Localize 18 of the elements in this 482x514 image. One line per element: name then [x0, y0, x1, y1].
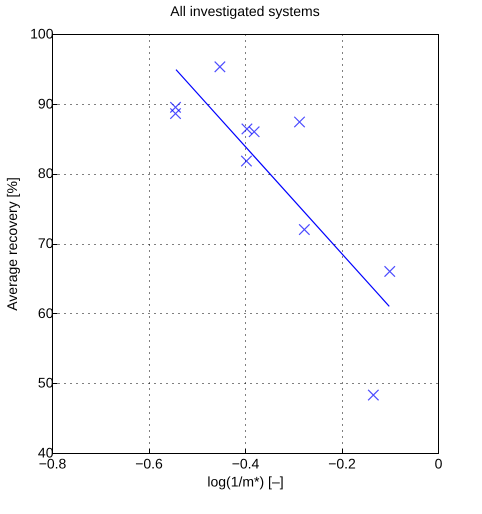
y-tick-label: 100: [30, 26, 54, 42]
y-axis-title: Average recovery [%]: [4, 177, 20, 311]
point: [384, 266, 396, 278]
x-tick-label: 0: [434, 456, 443, 472]
point: [248, 126, 260, 138]
x-tick-label: −0.2: [328, 456, 356, 472]
x-axis-title: log(1/m*) [–]: [207, 474, 284, 490]
point: [170, 108, 182, 120]
point: [241, 123, 253, 135]
point: [170, 101, 182, 114]
point: [214, 60, 226, 73]
point: [368, 389, 380, 401]
x-tick-label: −0.6: [135, 456, 164, 472]
x-tick-label: −0.4: [232, 456, 260, 472]
chart-title: All investigated systems: [170, 3, 320, 19]
point: [240, 155, 252, 167]
point: [298, 224, 310, 236]
point: [294, 116, 306, 128]
